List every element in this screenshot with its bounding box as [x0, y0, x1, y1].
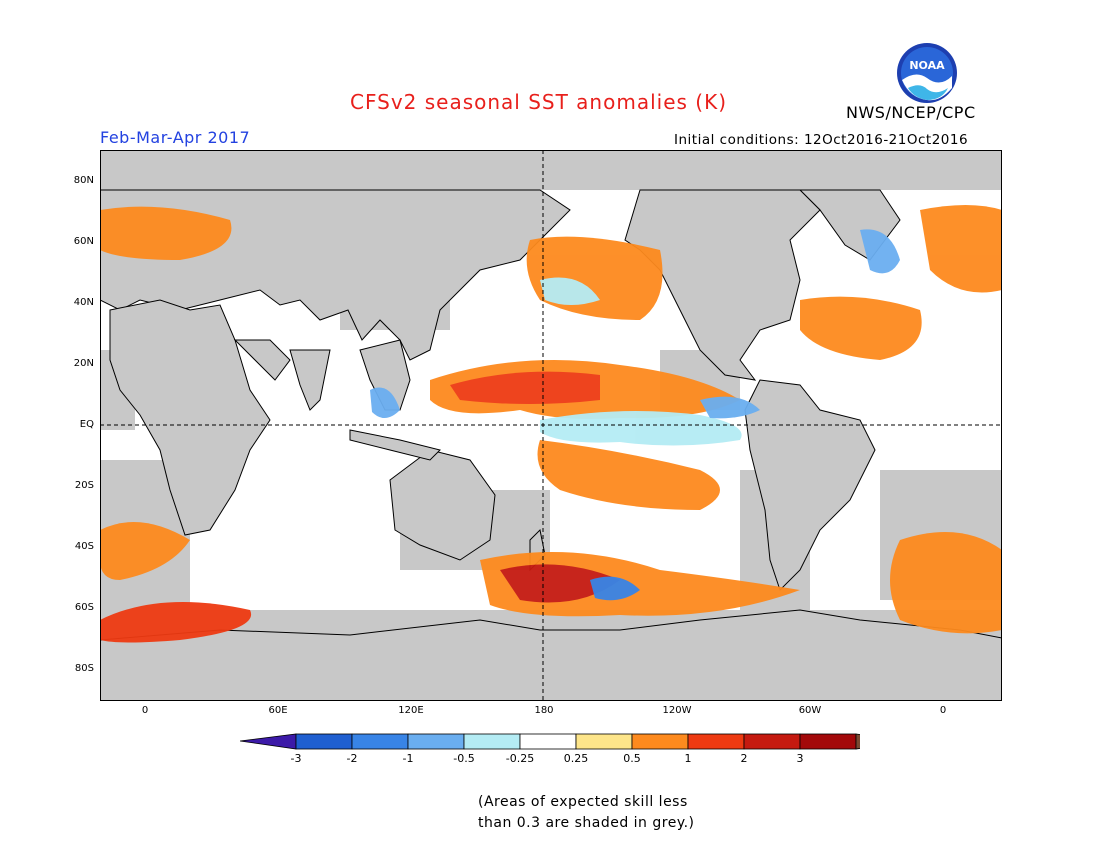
colorbar-bin	[463, 733, 521, 750]
colorbar-bin	[799, 733, 857, 750]
lon-label: 0	[141, 705, 149, 716]
colorbar-bin	[575, 733, 633, 750]
colorbar-tick-label: 3	[796, 752, 804, 765]
colorbar-bin	[631, 733, 689, 750]
colorbar-tick-label: 1	[684, 752, 692, 765]
lat-label: 40N	[73, 297, 94, 308]
colorbar-bin	[407, 733, 465, 750]
colorbar-bin	[687, 733, 745, 750]
colorbar-tick-label: 2	[740, 752, 748, 765]
lat-label: 20N	[73, 358, 94, 369]
agency-label: NWS/NCEP/CPC	[846, 103, 976, 122]
initial-conditions: Initial conditions: 12Oct2016-21Oct2016	[674, 132, 969, 148]
sst-anomaly-map	[100, 150, 1002, 701]
skill-note-line1: (Areas of expected skill less	[478, 794, 688, 810]
noaa-logo: NOAA	[897, 43, 957, 103]
colorbar-max-arrow	[855, 733, 860, 750]
colorbar-tick-label: -1	[402, 752, 414, 765]
colorbar-tick-label: -0.5	[453, 752, 475, 765]
lat-label: 80S	[74, 663, 94, 674]
lat-label: EQ	[79, 419, 94, 430]
lon-label: 120W	[662, 705, 692, 716]
cool-anomalies	[370, 229, 900, 601]
lon-label: 120E	[398, 705, 424, 716]
colorbar-min-arrow	[240, 733, 297, 750]
lat-label: 40S	[74, 541, 94, 552]
colorbar-tick-label: 0.5	[623, 752, 641, 765]
colorbar-tick-label: -3	[290, 752, 302, 765]
colorbar	[240, 733, 860, 750]
colorbar-bin	[519, 733, 577, 750]
skill-note-line2: than 0.3 are shaded in grey.)	[478, 815, 695, 831]
colorbar-bin	[743, 733, 801, 750]
season-label: Feb-Mar-Apr 2017	[100, 128, 251, 147]
lon-label: 0	[939, 705, 947, 716]
colorbar-tick-label: -2	[346, 752, 358, 765]
skill-note: (Areas of expected skill less than 0.3 a…	[478, 792, 695, 834]
lat-label: 60N	[73, 236, 94, 247]
lat-label: 60S	[74, 602, 94, 613]
lon-label: 60W	[798, 705, 822, 716]
map-title: CFSv2 seasonal SST anomalies (K)	[350, 90, 727, 114]
land-masses	[100, 189, 1002, 701]
colorbar-tick-label: -0.25	[505, 752, 535, 765]
colorbar-tick-label: 0.25	[563, 752, 589, 765]
lon-label: 180	[534, 705, 554, 716]
lat-label: 20S	[74, 480, 94, 491]
lon-label: 60E	[268, 705, 288, 716]
colorbar-bin	[295, 733, 353, 750]
colorbar-bin	[351, 733, 409, 750]
warm-anomalies	[100, 205, 1002, 643]
logo-text: NOAA	[909, 59, 945, 72]
lat-label: 80N	[73, 175, 94, 186]
